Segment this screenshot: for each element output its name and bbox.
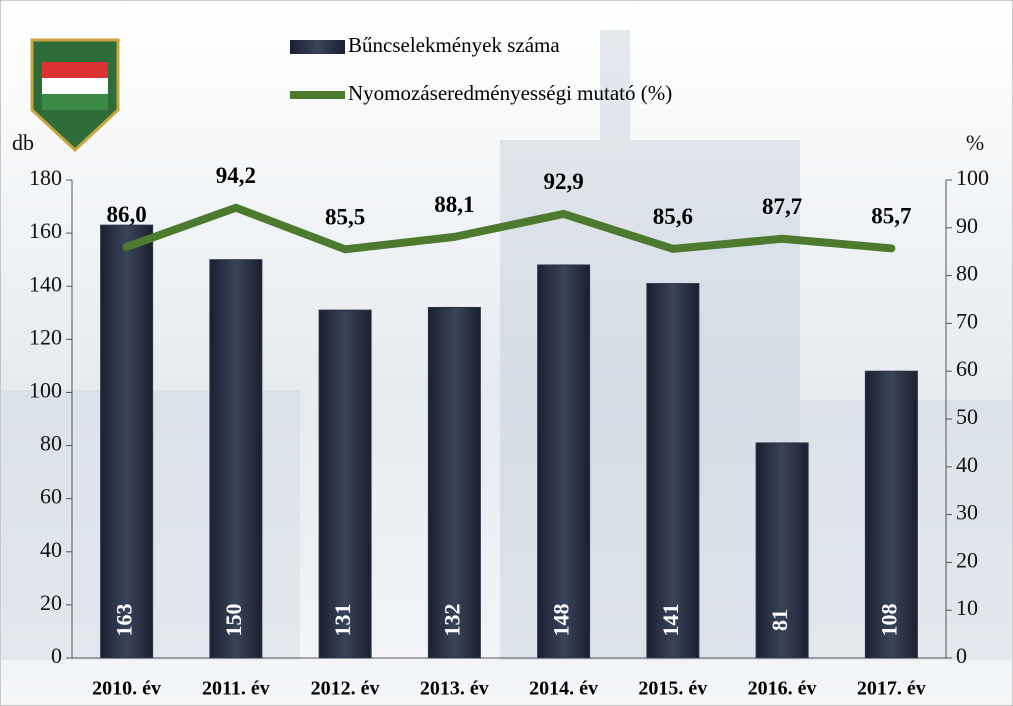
line-value-label: 86,0: [107, 202, 147, 227]
y2-tick-label: 50: [956, 404, 978, 429]
y-tick-label: 180: [29, 165, 62, 190]
y2-tick-label: 40: [956, 452, 978, 477]
x-tick-label: 2010. év: [92, 678, 161, 700]
line-value-label: 85,7: [871, 204, 911, 229]
y2-tick-label: 90: [956, 213, 978, 238]
line: [122, 203, 896, 254]
y2-axis-label: %: [966, 130, 984, 155]
y2-tick-label: 80: [956, 261, 978, 286]
y-tick-label: 0: [51, 643, 62, 668]
y-tick-label: 100: [29, 377, 62, 402]
y2-tick-label: 100: [956, 165, 989, 190]
y-tick-label: 120: [29, 324, 62, 349]
y2-tick-label: 70: [956, 308, 978, 333]
bar-value-label: 131: [330, 604, 355, 637]
line-value-label: 94,2: [216, 163, 256, 188]
bar: [427, 306, 481, 659]
bar: [100, 224, 154, 659]
x-tick-label: 2011. év: [202, 678, 270, 700]
bar-value-label: 141: [658, 604, 683, 637]
bar-value-label: 81: [767, 609, 792, 631]
x-tick-label: 2016. év: [748, 678, 817, 700]
x-tick-label: 2014. év: [529, 678, 598, 700]
line-value-label: 85,5: [325, 205, 365, 230]
bar: [318, 309, 372, 659]
y2-tick-label: 30: [956, 500, 978, 525]
legend-label: Bűncselekmények száma: [348, 33, 560, 57]
line-value-label: 92,9: [544, 169, 584, 194]
bar: [864, 370, 918, 659]
legend-label: Nyomozáseredményességi mutató (%): [348, 81, 672, 105]
y-tick-label: 80: [40, 431, 62, 456]
bar: [646, 283, 700, 659]
y-tick-label: 160: [29, 218, 62, 243]
y-axis-label: db: [12, 130, 34, 155]
bar-value-label: 150: [221, 604, 246, 637]
y-tick-label: 40: [40, 537, 62, 562]
bar: [755, 442, 809, 659]
bar-value-label: 163: [112, 604, 137, 637]
y2-tick-label: 20: [956, 547, 978, 572]
bar-value-label: 108: [876, 604, 901, 637]
bar: [209, 259, 263, 659]
x-tick-label: 2015. év: [638, 678, 707, 700]
line-value-label: 87,7: [762, 194, 802, 219]
y2-tick-label: 60: [956, 356, 978, 381]
y2-tick-label: 0: [956, 643, 967, 668]
x-tick-label: 2012. év: [311, 678, 380, 700]
legend-swatch-bar: [290, 40, 345, 54]
y-tick-label: 20: [40, 590, 62, 615]
line-value-label: 88,1: [434, 192, 474, 217]
line-value-label: 85,6: [653, 204, 693, 229]
logo: [30, 38, 120, 153]
x-tick-label: 2013. év: [420, 678, 489, 700]
bar-value-label: 148: [549, 604, 574, 637]
bar-value-label: 132: [439, 604, 464, 637]
y2-tick-label: 10: [956, 595, 978, 620]
y-tick-label: 140: [29, 271, 62, 296]
x-tick-label: 2017. év: [857, 678, 926, 700]
y-tick-label: 60: [40, 484, 62, 509]
bar: [537, 264, 591, 659]
